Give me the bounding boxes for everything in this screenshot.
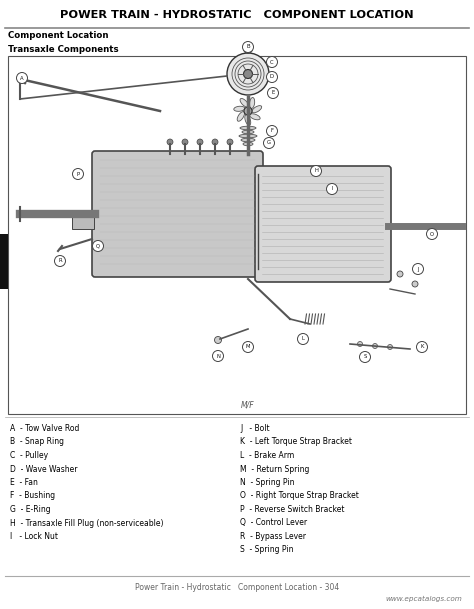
- Text: O: O: [430, 231, 434, 236]
- Circle shape: [412, 281, 418, 287]
- Ellipse shape: [240, 126, 256, 130]
- Circle shape: [417, 342, 428, 353]
- Bar: [8, 56, 466, 414]
- Circle shape: [167, 139, 173, 145]
- Circle shape: [310, 166, 321, 177]
- Text: N: N: [216, 353, 220, 359]
- Circle shape: [17, 72, 27, 83]
- Circle shape: [215, 337, 221, 343]
- Text: S  - Spring Pin: S - Spring Pin: [240, 546, 293, 555]
- Text: M: M: [246, 345, 250, 350]
- Circle shape: [55, 256, 65, 267]
- Circle shape: [412, 264, 423, 275]
- Text: C  - Pulley: C - Pulley: [10, 451, 48, 460]
- Circle shape: [397, 271, 403, 277]
- Circle shape: [244, 107, 252, 115]
- Circle shape: [243, 41, 254, 52]
- Text: K  - Left Torque Strap Bracket: K - Left Torque Strap Bracket: [240, 437, 352, 446]
- Text: O  - Right Torque Strap Bracket: O - Right Torque Strap Bracket: [240, 491, 359, 501]
- Text: www.epcatalogs.com: www.epcatalogs.com: [385, 596, 462, 602]
- Text: J: J: [417, 267, 419, 272]
- Text: Q  - Control Lever: Q - Control Lever: [240, 518, 307, 527]
- Text: F  - Bushing: F - Bushing: [10, 491, 55, 501]
- Text: G  - E-Ring: G - E-Ring: [10, 505, 51, 514]
- Text: E: E: [272, 91, 274, 96]
- Ellipse shape: [241, 138, 255, 142]
- Text: F: F: [271, 128, 273, 133]
- Circle shape: [327, 183, 337, 194]
- Circle shape: [427, 228, 438, 239]
- Bar: [72, 217, 94, 229]
- Text: G: G: [267, 141, 271, 146]
- Text: Q: Q: [96, 244, 100, 248]
- Text: N  - Spring Pin: N - Spring Pin: [240, 478, 294, 487]
- Text: H  - Transaxle Fill Plug (non-serviceable): H - Transaxle Fill Plug (non-serviceable…: [10, 518, 164, 527]
- Text: M/F: M/F: [241, 400, 255, 409]
- Ellipse shape: [243, 143, 253, 146]
- Circle shape: [298, 334, 309, 345]
- Circle shape: [357, 342, 363, 347]
- Circle shape: [264, 138, 274, 149]
- Bar: [0, 234, 8, 289]
- Circle shape: [92, 241, 103, 252]
- Text: L  - Brake Arm: L - Brake Arm: [240, 451, 294, 460]
- Circle shape: [266, 57, 277, 68]
- Ellipse shape: [252, 105, 262, 113]
- Text: D  - Wave Washer: D - Wave Washer: [10, 465, 78, 474]
- Circle shape: [266, 71, 277, 82]
- Text: Transaxle Components: Transaxle Components: [8, 44, 118, 54]
- Circle shape: [73, 169, 83, 180]
- FancyBboxPatch shape: [255, 166, 391, 282]
- Circle shape: [244, 69, 253, 79]
- Text: R  - Bypass Lever: R - Bypass Lever: [240, 532, 306, 541]
- Circle shape: [182, 139, 188, 145]
- Text: S: S: [363, 354, 367, 359]
- Ellipse shape: [242, 130, 254, 134]
- Circle shape: [267, 88, 279, 99]
- Ellipse shape: [237, 111, 245, 121]
- Text: K: K: [420, 345, 424, 350]
- Circle shape: [266, 125, 277, 136]
- Text: M  - Return Spring: M - Return Spring: [240, 465, 310, 474]
- Text: E  - Fan: E - Fan: [10, 478, 38, 487]
- Circle shape: [197, 139, 203, 145]
- Text: B  - Snap Ring: B - Snap Ring: [10, 437, 64, 446]
- Text: B: B: [246, 44, 250, 49]
- Circle shape: [227, 139, 233, 145]
- Text: H: H: [314, 169, 318, 174]
- Text: P: P: [76, 172, 80, 177]
- FancyBboxPatch shape: [92, 151, 263, 277]
- Circle shape: [243, 342, 254, 353]
- Text: J   - Bolt: J - Bolt: [240, 424, 270, 433]
- Text: A  - Tow Valve Rod: A - Tow Valve Rod: [10, 424, 79, 433]
- Circle shape: [359, 351, 371, 362]
- Text: P  - Reverse Switch Bracket: P - Reverse Switch Bracket: [240, 505, 345, 514]
- Text: L: L: [301, 337, 304, 342]
- Circle shape: [373, 343, 377, 348]
- Text: I   - Lock Nut: I - Lock Nut: [10, 532, 58, 541]
- Text: Power Train - Hydrostatic   Component Location - 304: Power Train - Hydrostatic Component Loca…: [135, 582, 339, 591]
- Text: R: R: [58, 258, 62, 264]
- Circle shape: [227, 53, 269, 95]
- Text: POWER TRAIN - HYDROSTATIC   COMPONENT LOCATION: POWER TRAIN - HYDROSTATIC COMPONENT LOCA…: [60, 10, 414, 20]
- Text: I: I: [331, 186, 333, 191]
- Ellipse shape: [249, 97, 255, 108]
- Text: D: D: [270, 74, 274, 80]
- Ellipse shape: [234, 106, 245, 111]
- Circle shape: [212, 139, 218, 145]
- Circle shape: [388, 345, 392, 350]
- Ellipse shape: [239, 134, 257, 138]
- Text: A: A: [20, 76, 24, 80]
- Text: C: C: [270, 60, 274, 65]
- Ellipse shape: [250, 114, 260, 120]
- Ellipse shape: [245, 114, 251, 125]
- Ellipse shape: [240, 99, 248, 107]
- Text: Component Location: Component Location: [8, 32, 109, 41]
- Circle shape: [212, 351, 224, 362]
